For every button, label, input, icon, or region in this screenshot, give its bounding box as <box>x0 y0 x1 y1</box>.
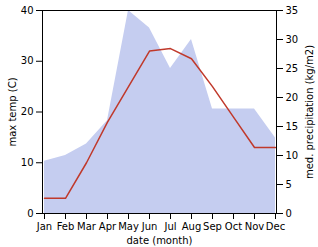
svg-text:Apr: Apr <box>99 221 117 232</box>
svg-text:40: 40 <box>21 5 34 16</box>
svg-text:0: 0 <box>27 208 33 219</box>
svg-text:10: 10 <box>286 150 299 161</box>
svg-text:Sep: Sep <box>203 221 222 232</box>
svg-text:Aug: Aug <box>182 221 202 232</box>
svg-text:med. precipitation (kg/m2): med. precipitation (kg/m2) <box>304 45 315 179</box>
svg-text:20: 20 <box>286 92 299 103</box>
svg-text:25: 25 <box>286 63 299 74</box>
svg-text:35: 35 <box>286 5 299 16</box>
svg-text:15: 15 <box>286 121 299 132</box>
svg-text:30: 30 <box>21 55 34 66</box>
svg-text:Jun: Jun <box>141 221 158 232</box>
svg-text:Jan: Jan <box>36 221 52 232</box>
svg-text:max temp (C): max temp (C) <box>7 77 18 146</box>
svg-text:Jul: Jul <box>163 221 176 232</box>
svg-text:Dec: Dec <box>266 221 285 232</box>
svg-text:0: 0 <box>286 208 292 219</box>
svg-text:5: 5 <box>286 179 292 190</box>
svg-text:date (month): date (month) <box>127 235 193 246</box>
svg-text:Oct: Oct <box>225 221 242 232</box>
svg-text:May: May <box>118 221 139 232</box>
svg-text:Nov: Nov <box>245 221 265 232</box>
svg-text:20: 20 <box>21 106 34 117</box>
svg-text:10: 10 <box>21 157 34 168</box>
svg-text:Feb: Feb <box>57 221 75 232</box>
svg-text:30: 30 <box>286 34 299 45</box>
svg-text:Mar: Mar <box>77 221 97 232</box>
